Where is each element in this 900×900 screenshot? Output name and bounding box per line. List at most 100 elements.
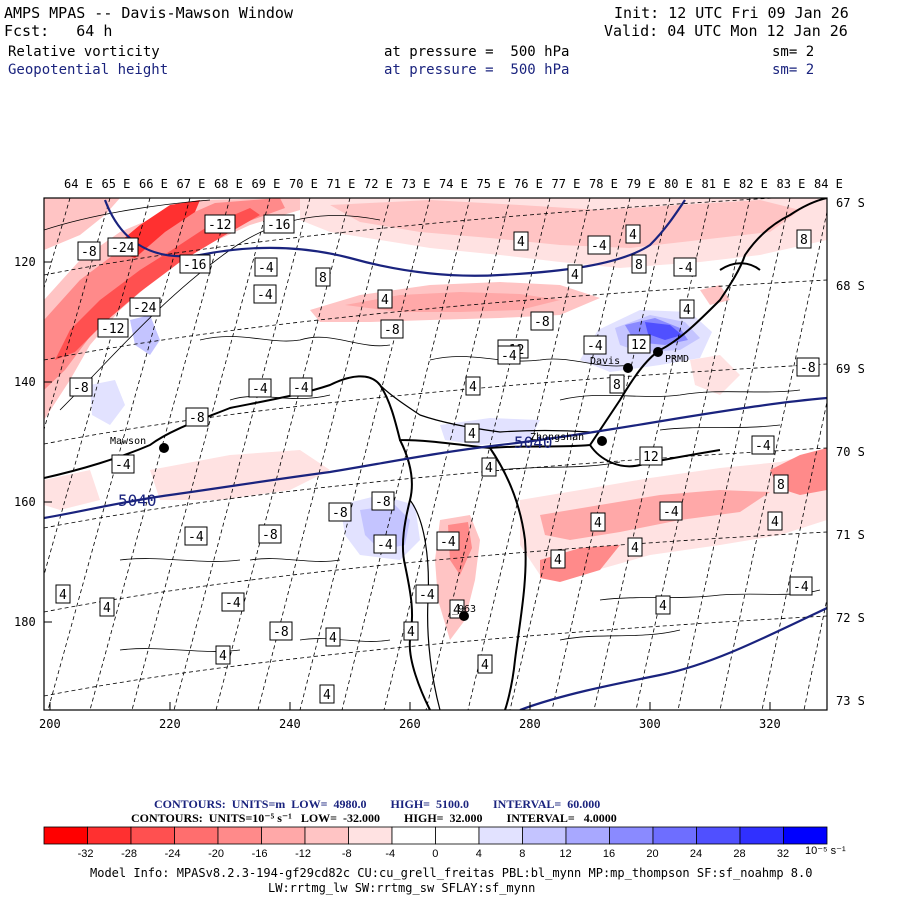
vorticity-label: 4: [679, 299, 695, 319]
lat-label: 72 S: [836, 611, 865, 625]
svg-text:4: 4: [469, 380, 477, 395]
vorticity-label: 8: [315, 267, 331, 287]
y-tick-label: 120: [14, 255, 36, 269]
colorbar-swatch: [609, 826, 654, 845]
lon-label: 80 E: [664, 177, 693, 191]
vorticity-label: 8: [609, 374, 625, 394]
colorbar-label: -28: [121, 848, 137, 860]
station-marker: Zhongshan: [530, 432, 607, 446]
vorticity-label: -8: [77, 241, 101, 261]
colorbar-label: -32: [77, 848, 94, 860]
lon-label: 70 E: [289, 177, 318, 191]
svg-text:4: 4: [554, 553, 562, 568]
colorbar-swatch: [522, 826, 567, 845]
svg-text:-4: -4: [677, 261, 693, 276]
svg-text:-4: -4: [793, 580, 809, 595]
vorticity-label: -4: [497, 345, 521, 365]
vorticity-label: -8: [380, 319, 404, 339]
x-tick-label: 220: [159, 717, 181, 731]
svg-text:4: 4: [103, 601, 111, 616]
svg-text:4: 4: [631, 541, 639, 556]
svg-text:4: 4: [683, 303, 691, 318]
station-marker: Mawson: [110, 436, 169, 453]
height-contour-label: 5040: [514, 433, 553, 452]
svg-text:4: 4: [381, 293, 389, 308]
field1-pressure: at pressure = 500 hPa: [384, 44, 570, 60]
colorbar-label: 28: [733, 848, 746, 860]
svg-text:8: 8: [635, 258, 643, 273]
svg-text:-8: -8: [73, 381, 89, 396]
lon-label: 81 E: [702, 177, 731, 191]
vorticity-label: -4: [184, 526, 208, 546]
svg-text:4: 4: [659, 599, 667, 614]
vorticity-label: -24: [129, 297, 161, 317]
svg-text:-4: -4: [419, 588, 435, 603]
vorticity-label: 4: [55, 584, 71, 604]
svg-text:_963: _963: [452, 604, 476, 615]
svg-text:-4: -4: [257, 288, 273, 303]
svg-text:-4: -4: [115, 458, 131, 473]
colorbar-swatch: [87, 826, 132, 845]
vorticity-label: -8: [258, 524, 282, 544]
vorticity-label: 4: [627, 537, 643, 557]
svg-text:4: 4: [323, 688, 331, 703]
x-tick-label: 240: [279, 717, 301, 731]
colorbar-swatch: [696, 826, 741, 845]
svg-text:-4: -4: [258, 261, 274, 276]
colorbar-label: 8: [519, 848, 526, 860]
colorbar-label: -4: [385, 848, 396, 860]
map-axes: 64 E 65 E 66 E 67 E 68 E 69 E 70 E 71 E 72 E 73 E…: [14, 177, 865, 731]
vorticity-label: 4: [767, 511, 783, 531]
y-tick-label: 180: [14, 615, 36, 629]
vorticity-label: -4: [436, 531, 460, 551]
vorticity-label: -8: [269, 621, 293, 641]
vorticity-label: 8: [796, 229, 812, 249]
svg-text:-4: -4: [663, 505, 679, 520]
map-labels: 5040 5040 -8 -24 -12 -16 -12 -24 -16 -4 8 4 -4 -8 -4 -4…: [55, 214, 820, 704]
colorbar-label: 20: [646, 848, 659, 860]
vorticity-label: -4: [673, 257, 697, 277]
svg-text:-12: -12: [208, 218, 231, 233]
vorticity-label: 4: [465, 376, 481, 396]
vorticity-label: 4: [567, 264, 583, 284]
svg-text:4: 4: [571, 268, 579, 283]
vorticity-label: 8: [773, 474, 789, 494]
svg-text:4: 4: [594, 516, 602, 531]
forecast-hour: Fcst: 64 h: [4, 22, 113, 40]
vorticity-label: 4: [481, 457, 497, 477]
svg-text:-8: -8: [332, 506, 348, 521]
vorticity-label: 12: [627, 334, 651, 354]
svg-text:-16: -16: [183, 258, 206, 273]
vorticity-label: -8: [796, 357, 820, 377]
svg-text:PRMD: PRMD: [665, 354, 689, 365]
vorticity-label: -8: [328, 502, 352, 522]
colorbar-swatch: [174, 826, 219, 845]
svg-text:-8: -8: [189, 411, 205, 426]
colorbar-label: -8: [341, 848, 352, 860]
colorbar-label: -12: [295, 848, 311, 860]
vorticity-label: -8: [185, 407, 209, 427]
colorbar-label: -24: [164, 848, 181, 860]
svg-text:-4: -4: [225, 596, 241, 611]
vorticity-contours: [44, 199, 821, 652]
lon-label: 65 E: [102, 177, 131, 191]
vorticity-label: -4: [111, 454, 135, 474]
lon-label: 75 E: [477, 177, 506, 191]
svg-text:Davis: Davis: [590, 356, 620, 367]
svg-text:-8: -8: [534, 315, 550, 330]
vorticity-shading-red: [44, 198, 827, 640]
vorticity-label: 4: [477, 654, 493, 674]
svg-text:8: 8: [613, 378, 621, 393]
station-marker: _963: [452, 604, 476, 621]
svg-text:4: 4: [771, 515, 779, 530]
colorbar-label: 4: [475, 848, 482, 860]
vorticity-label: 4: [325, 627, 341, 647]
svg-text:4: 4: [629, 228, 637, 243]
vorticity-label: -12: [97, 318, 129, 338]
svg-text:8: 8: [319, 271, 327, 286]
station-marker: PRMD: [653, 347, 689, 365]
map-frame: [43, 197, 828, 711]
field2-sm: sm= 2: [772, 62, 815, 78]
svg-text:-8: -8: [273, 625, 289, 640]
svg-text:12: 12: [643, 450, 659, 465]
